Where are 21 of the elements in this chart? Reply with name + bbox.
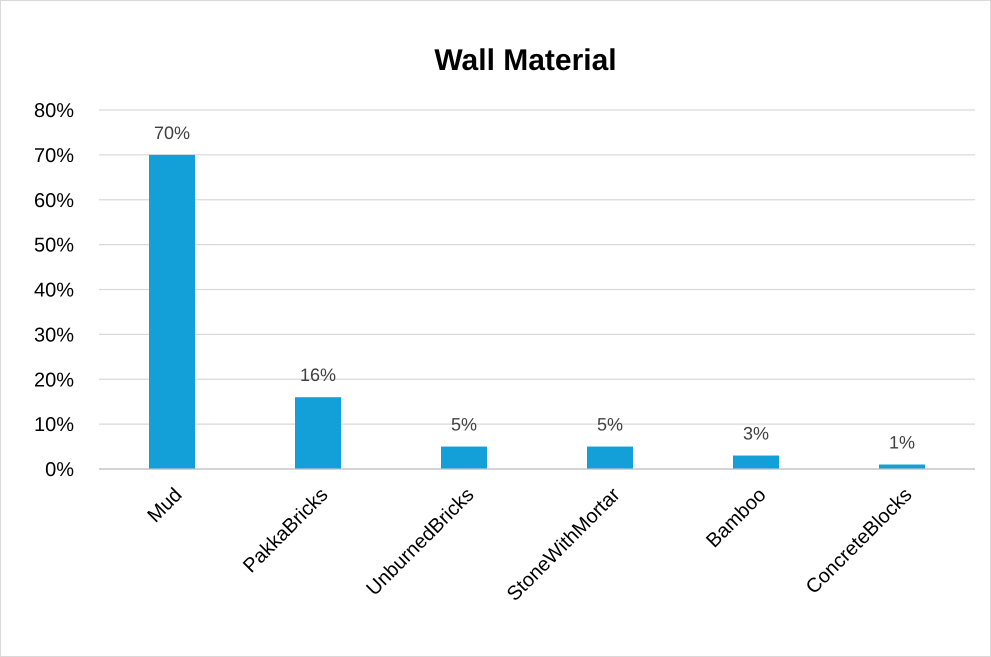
y-tick-label: 60% (34, 190, 74, 212)
data-label: 3% (742, 424, 770, 444)
data-label: 5% (596, 414, 624, 435)
bar (441, 446, 487, 469)
chart-title: Wall Material (434, 44, 617, 77)
data-label: 5% (450, 414, 478, 435)
bar (149, 154, 195, 469)
data-label: 70% (154, 122, 190, 143)
y-tick-label: 10% (34, 414, 74, 436)
y-tick-label: 0% (45, 459, 74, 481)
bar (295, 397, 341, 469)
data-label: 16% (300, 365, 336, 386)
y-tick-label: 30% (34, 324, 74, 346)
y-tick-label: 50% (34, 234, 74, 257)
y-tick-label: 80% (34, 100, 74, 122)
y-tick-label: 70% (34, 144, 74, 167)
y-tick-label: 20% (34, 369, 74, 392)
bar (733, 456, 779, 469)
bar (587, 446, 633, 469)
data-label: 1% (888, 432, 916, 453)
y-tick-label: 40% (34, 280, 74, 302)
